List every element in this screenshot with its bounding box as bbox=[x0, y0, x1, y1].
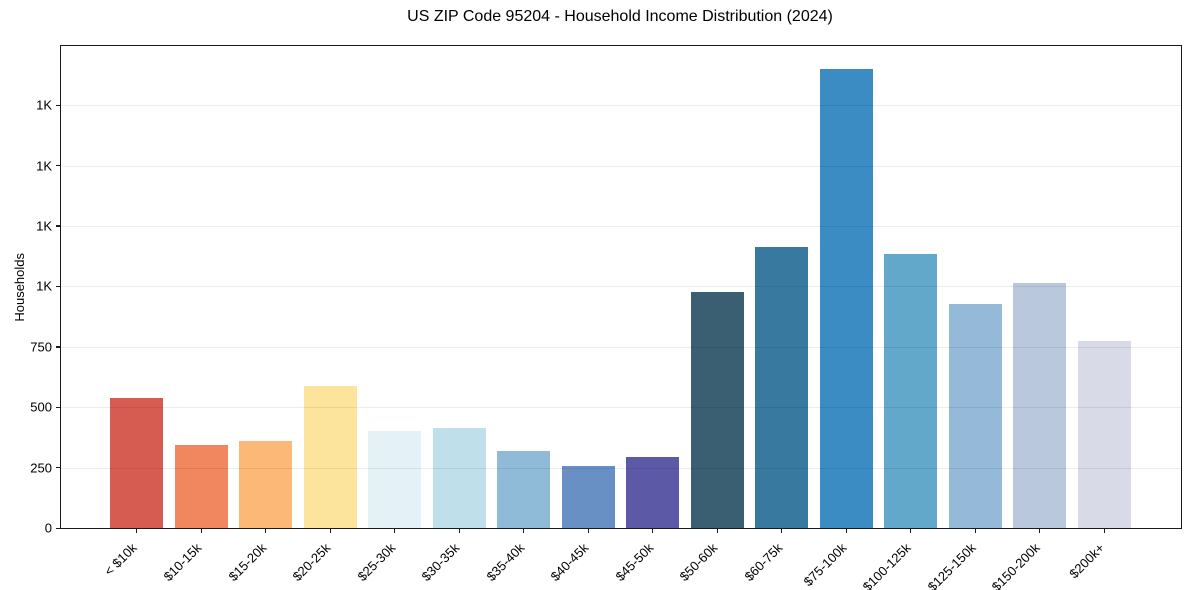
plot-area: Households 0 250 500 750 1K 1K 1K 1K < $10k $10-… bbox=[12, 45, 1182, 590]
x-tick-label-150-200k: $150-200k bbox=[988, 540, 1043, 590]
y-axis-label-wrap: Households bbox=[6, 46, 32, 528]
x-tick-label-20-25k: $20-25k bbox=[289, 540, 334, 585]
x-tick-mark-6 bbox=[523, 528, 525, 533]
y-tick-mark-250 bbox=[56, 467, 61, 469]
x-tick-label-10k: < $10k bbox=[101, 540, 140, 579]
x-tick-label-30-35k: $30-35k bbox=[418, 540, 463, 585]
x-tick-label-45-50k: $45-50k bbox=[611, 540, 656, 585]
y-tick-label-1750: 1K bbox=[36, 97, 52, 113]
x-tick-mark-15 bbox=[1103, 528, 1105, 533]
x-tick-label-75-100k: $75-100k bbox=[800, 540, 850, 590]
y-axis-label: Households bbox=[11, 252, 27, 322]
y-tick-mark-1000 bbox=[56, 285, 61, 288]
x-tick-mark-2 bbox=[265, 528, 267, 533]
y-tick-label-500: 500 bbox=[30, 399, 52, 415]
x-tick-label-60-75k: $60-75k bbox=[740, 540, 785, 585]
bar-50-60k bbox=[690, 291, 744, 528]
chart-title: US ZIP Code 95204 - Household Income Dis… bbox=[407, 8, 833, 25]
x-tick-mark-0 bbox=[136, 528, 138, 533]
x-tick-label-40-45k: $40-45k bbox=[547, 540, 592, 585]
x-tick-mark-12 bbox=[910, 528, 912, 533]
y-tick-label-1250: 1K bbox=[36, 218, 52, 234]
bar-10-15k bbox=[174, 445, 228, 528]
x-tick-mark-11 bbox=[845, 528, 847, 533]
y-tick-label-750: 750 bbox=[30, 339, 52, 355]
x-tick-label-10-15k: $10-15k bbox=[160, 540, 205, 585]
gridline-500 bbox=[61, 407, 1181, 409]
x-tick-mark-9 bbox=[716, 528, 718, 533]
x-tick-label-100-125k: $100-125k bbox=[859, 540, 914, 590]
x-tick-mark-8 bbox=[652, 528, 654, 533]
x-tick-mark-10 bbox=[781, 528, 783, 533]
x-tick-label-35-40k: $35-40k bbox=[482, 540, 527, 585]
y-tick-mark-1500 bbox=[56, 165, 61, 167]
bar-35-40k bbox=[497, 451, 550, 528]
y-tick-label-1500: 1K bbox=[36, 158, 52, 174]
y-tick-mark-0 bbox=[56, 527, 61, 529]
x-tick-label-200k: $200k+ bbox=[1066, 540, 1108, 582]
x-tick-mark-7 bbox=[587, 528, 589, 533]
x-tick-label-50-60k: $50-60k bbox=[676, 540, 721, 585]
x-tick-label-15-20k: $15-20k bbox=[224, 540, 269, 585]
gridline-1250 bbox=[61, 225, 1181, 227]
bar-15-20k bbox=[239, 440, 292, 528]
y-tick-mark-500 bbox=[56, 406, 61, 408]
bar-40-45k bbox=[561, 465, 615, 528]
gridline-1500 bbox=[61, 165, 1181, 167]
gridline-250 bbox=[61, 467, 1181, 469]
bar-200k bbox=[1077, 341, 1131, 528]
x-tick-mark-1 bbox=[200, 528, 202, 533]
x-tick-mark-3 bbox=[329, 528, 331, 533]
x-tick-label-125-150k: $125-150k bbox=[924, 540, 979, 590]
bar-150-200k bbox=[1013, 283, 1066, 528]
bar-100-125k bbox=[884, 253, 937, 528]
y-tick-mark-750 bbox=[56, 346, 61, 348]
y-tick-label-1000: 1K bbox=[36, 278, 52, 294]
x-tick-mark-5 bbox=[458, 528, 460, 533]
y-tick-mark-1250 bbox=[56, 225, 61, 227]
bar-60-75k bbox=[755, 246, 808, 528]
x-tick-mark-4 bbox=[394, 528, 396, 533]
bar-75-100k bbox=[819, 68, 873, 528]
gridline-1000 bbox=[61, 286, 1181, 288]
gridline-1750 bbox=[61, 105, 1181, 107]
bar-125-150k bbox=[948, 303, 1002, 528]
bar-10k bbox=[110, 397, 163, 528]
x-tick-mark-13 bbox=[974, 528, 976, 533]
gridline-750 bbox=[61, 346, 1181, 348]
bar-45-50k bbox=[626, 457, 679, 528]
y-tick-label-250: 250 bbox=[30, 460, 52, 476]
bar-20-25k bbox=[303, 386, 357, 528]
y-tick-label-0: 0 bbox=[44, 520, 52, 536]
y-tick-mark-1750 bbox=[56, 104, 61, 106]
x-tick-label-25-30k: $25-30k bbox=[353, 540, 398, 585]
x-tick-mark-14 bbox=[1039, 528, 1041, 533]
bar-25-30k bbox=[368, 430, 421, 528]
bar-30-35k bbox=[432, 427, 486, 528]
